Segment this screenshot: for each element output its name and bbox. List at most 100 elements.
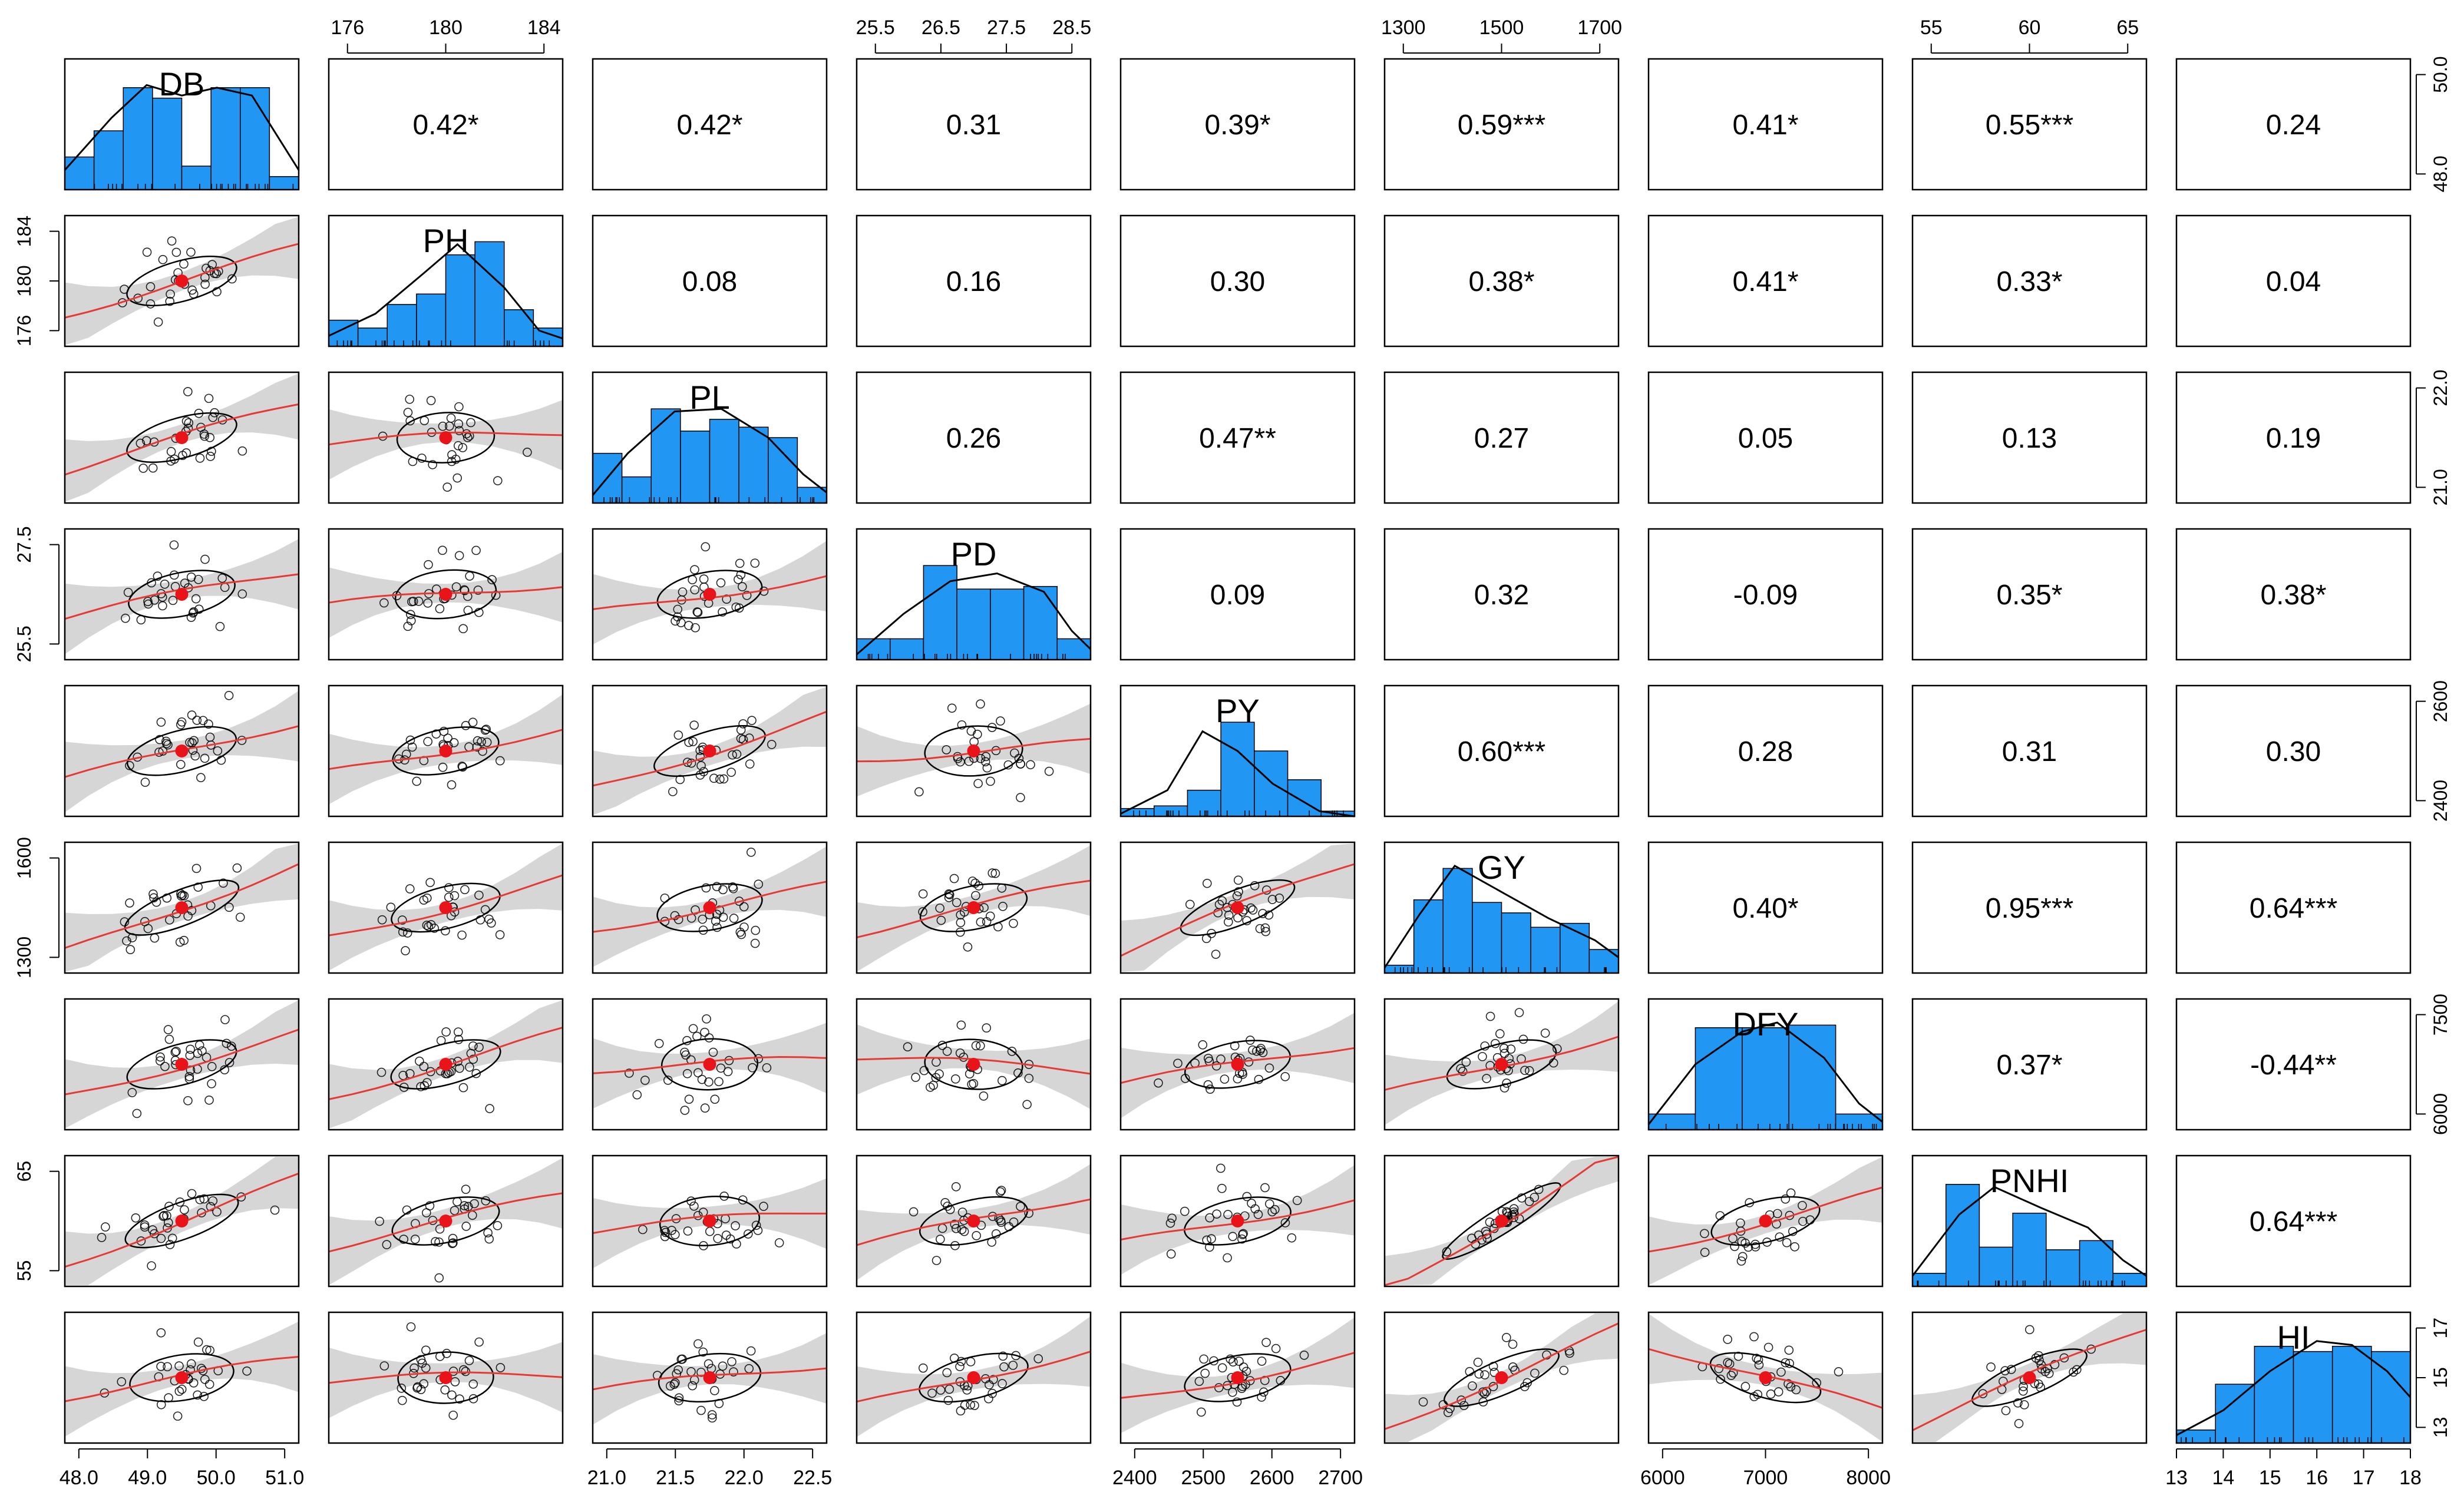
panel-PD-PD: PD — [856, 528, 1092, 661]
scatter-point — [1504, 1054, 1514, 1063]
scatter-point — [448, 1366, 458, 1376]
panel-PY-PL — [592, 684, 828, 818]
scatter-point — [426, 396, 436, 405]
scatter-point — [196, 1364, 206, 1374]
panel-border — [1383, 841, 1620, 974]
scatter-point — [193, 1337, 203, 1347]
centroid-point — [175, 901, 189, 914]
scatter-point — [754, 879, 764, 889]
scatter-point — [1016, 1202, 1025, 1212]
scatter-point — [952, 898, 962, 908]
centroid-point — [439, 744, 452, 757]
scatter-point — [434, 1273, 444, 1283]
panel-PNHI-DB — [64, 1154, 300, 1288]
panel-border — [328, 1154, 564, 1288]
scatter-point — [1255, 924, 1265, 934]
correlation-ellipse — [126, 256, 237, 306]
scatter-point — [379, 1361, 389, 1371]
scatter-point — [169, 540, 179, 550]
correlation-ellipse — [391, 1196, 500, 1246]
histogram-bar — [2046, 1249, 2080, 1287]
panel-border — [2175, 528, 2412, 661]
histogram-bar — [1530, 927, 1561, 974]
centroid-point — [1495, 1371, 1508, 1384]
correlation-value: 0.60*** — [1458, 736, 1545, 767]
scatter-point — [698, 1347, 708, 1357]
scatter-point — [405, 735, 415, 745]
panel-border — [1383, 528, 1620, 661]
scatter-point — [660, 1232, 670, 1242]
scatter-point — [482, 737, 492, 747]
scatter-point — [963, 942, 973, 952]
scatter-point — [407, 742, 417, 752]
correlation-ellipse — [1180, 879, 1296, 937]
centroid-point — [439, 1371, 452, 1384]
centroid-point — [439, 901, 452, 914]
scatter-point — [704, 1033, 714, 1043]
axis-tick-label: 7000 — [1743, 1467, 1788, 1489]
histogram-bar — [1501, 912, 1531, 974]
scatter-point — [435, 604, 445, 614]
scatter-point — [654, 1038, 664, 1048]
scatter-point — [762, 1063, 772, 1073]
panel-border — [1383, 998, 1620, 1131]
scatter-point — [408, 597, 418, 606]
correlation-value: 0.32 — [1474, 580, 1529, 611]
scatter-point — [197, 1046, 207, 1056]
centroid-point — [439, 588, 452, 601]
histogram-bar — [474, 241, 505, 347]
scatter-point — [460, 885, 470, 895]
histogram-bar — [416, 293, 447, 347]
scatter-point — [375, 1216, 384, 1226]
scatter-point — [1726, 1371, 1736, 1380]
histogram-bar — [1287, 779, 1322, 817]
scatter-point — [1258, 1048, 1268, 1057]
scatter-point — [406, 610, 415, 620]
scatter-point — [406, 616, 416, 626]
correlation-ellipse — [126, 1039, 237, 1090]
panel-PY-GY: 0.60*** — [1383, 684, 1620, 818]
scatter-point — [213, 746, 223, 756]
centroid-point — [175, 1215, 189, 1227]
axis-tick-label: 27.5 — [987, 16, 1026, 39]
top-axis-PD: 25.5 26.5 27.5 28.5 — [856, 16, 1091, 54]
panel-border — [1911, 214, 2148, 348]
scatter-point — [175, 937, 185, 947]
scatter-point — [101, 1222, 110, 1232]
axis-tick-label: 25.5 — [856, 16, 895, 39]
scatter-point — [976, 699, 985, 709]
scatter-point — [473, 736, 483, 746]
scatter-point — [419, 1379, 429, 1389]
panel-PH-PL: 0.08 — [592, 214, 828, 348]
scatter-point — [452, 473, 463, 483]
histogram-bar — [1945, 1184, 1980, 1287]
scatter-point — [962, 1385, 972, 1395]
scatter-point — [696, 761, 706, 770]
scatter-point — [1485, 1011, 1495, 1021]
scatter-point — [471, 1068, 481, 1078]
scatter-point — [660, 1227, 671, 1237]
axis-tick-label: 27.5 — [14, 526, 35, 562]
scatter-point — [195, 454, 205, 463]
scatter-point — [204, 393, 214, 403]
scatter-point — [401, 946, 410, 955]
scatter-point — [973, 729, 982, 739]
scatter-point — [424, 922, 434, 931]
panel-border — [64, 371, 300, 504]
scatter-point — [1773, 1209, 1782, 1219]
scatter-point — [682, 1068, 692, 1078]
scatter-point — [214, 266, 223, 276]
scatter-point — [459, 1365, 468, 1375]
histogram-bar — [990, 588, 1025, 660]
scatter-point — [397, 1395, 407, 1405]
scatter-point — [903, 1042, 913, 1052]
scatter-point — [918, 889, 928, 899]
scatter-point — [1287, 1233, 1297, 1243]
scatter-point — [670, 911, 680, 921]
histogram-bar — [445, 254, 475, 347]
scatter-point — [1238, 1362, 1248, 1372]
axis-tick-label: 2400 — [1112, 1467, 1157, 1489]
correlation-ellipse — [124, 879, 240, 936]
panel-PH-PY: 0.30 — [1119, 214, 1356, 348]
